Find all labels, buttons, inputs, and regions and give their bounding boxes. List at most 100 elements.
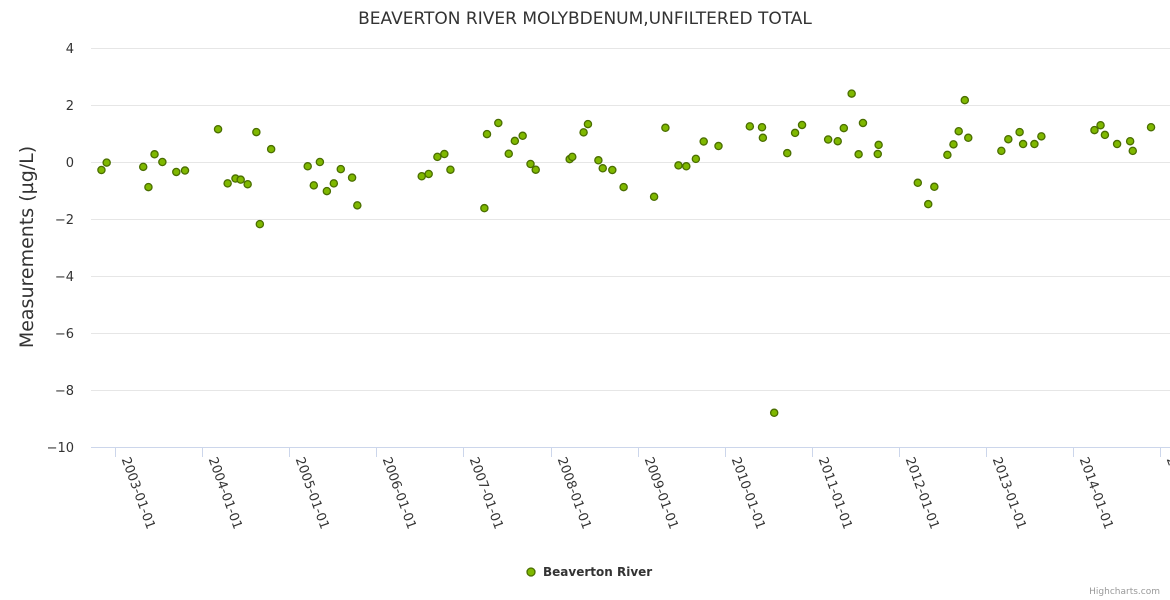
data-point[interactable]: [661, 123, 670, 133]
data-point[interactable]: [757, 122, 767, 132]
data-point[interactable]: [440, 149, 449, 159]
y-axis-ticks: 4 2 0 −2 −4 −6 −8 −10: [47, 42, 74, 456]
data-point[interactable]: [949, 140, 958, 149]
x-tick-label: 2006-01-01: [379, 455, 419, 531]
data-point[interactable]: [1125, 136, 1135, 146]
data-point[interactable]: [180, 166, 190, 175]
y-tick-label: 2: [66, 99, 74, 114]
data-point[interactable]: [583, 119, 593, 129]
data-point[interactable]: [138, 162, 148, 172]
data-point[interactable]: [833, 136, 842, 146]
data-point[interactable]: [417, 171, 426, 181]
x-tick-label: 2004-01-01: [205, 455, 245, 531]
data-point[interactable]: [482, 129, 492, 139]
data-point[interactable]: [1015, 127, 1024, 137]
x-tick-label: 2008-01-01: [554, 455, 594, 531]
data-point[interactable]: [923, 199, 933, 209]
data-point[interactable]: [255, 219, 265, 229]
data-point[interactable]: [913, 178, 923, 188]
data-point[interactable]: [1128, 146, 1138, 156]
data-point[interactable]: [1030, 139, 1039, 149]
data-point[interactable]: [943, 150, 952, 160]
data-point[interactable]: [150, 150, 159, 159]
data-point[interactable]: [782, 148, 792, 158]
data-point[interactable]: [510, 136, 520, 146]
data-point[interactable]: [790, 128, 800, 138]
data-point[interactable]: [303, 162, 312, 171]
data-point[interactable]: [526, 159, 535, 169]
data-point[interactable]: [619, 182, 628, 192]
data-point[interactable]: [347, 173, 357, 182]
data-point[interactable]: [97, 165, 106, 175]
y-tick-label: −6: [55, 327, 74, 342]
data-point[interactable]: [930, 182, 939, 192]
data-point[interactable]: [579, 128, 588, 137]
data-point[interactable]: [594, 156, 603, 165]
data-point[interactable]: [446, 165, 455, 174]
data-point[interactable]: [598, 164, 607, 173]
data-point[interactable]: [433, 152, 442, 162]
data-point[interactable]: [714, 141, 723, 151]
data-point[interactable]: [797, 120, 807, 130]
y-tick-label: 4: [66, 42, 74, 57]
legend[interactable]: Beaverton River: [526, 565, 652, 579]
data-point[interactable]: [494, 118, 503, 128]
chart-title: BEAVERTON RIVER MOLYBDENUM,UNFILTERED TO…: [358, 9, 812, 29]
data-point[interactable]: [608, 165, 617, 175]
data-point[interactable]: [745, 122, 755, 131]
data-point[interactable]: [252, 127, 261, 137]
data-point[interactable]: [336, 164, 346, 174]
data-point[interactable]: [699, 137, 708, 146]
legend-label[interactable]: Beaverton River: [543, 565, 652, 579]
data-point[interactable]: [1146, 122, 1156, 132]
data-point[interactable]: [847, 89, 856, 98]
data-point[interactable]: [102, 158, 111, 167]
data-point[interactable]: [1004, 134, 1013, 144]
data-point[interactable]: [480, 203, 489, 213]
data-point[interactable]: [1112, 139, 1122, 149]
data-point[interactable]: [172, 167, 181, 177]
data-point[interactable]: [874, 140, 883, 150]
data-point[interactable]: [309, 181, 319, 190]
data-point[interactable]: [1037, 132, 1046, 141]
data-point[interactable]: [158, 157, 167, 167]
data-point[interactable]: [236, 175, 245, 184]
data-point[interactable]: [682, 162, 691, 171]
data-point[interactable]: [954, 126, 963, 136]
data-point[interactable]: [854, 150, 863, 159]
data-point[interactable]: [1018, 139, 1028, 149]
x-tick-label: 2003-01-01: [118, 455, 158, 531]
data-point[interactable]: [649, 192, 659, 202]
data-point[interactable]: [858, 118, 868, 128]
data-point[interactable]: [691, 154, 701, 164]
data-point[interactable]: [758, 133, 768, 143]
data-point[interactable]: [873, 149, 883, 159]
data-point[interactable]: [518, 131, 527, 141]
data-point[interactable]: [315, 157, 325, 167]
data-point[interactable]: [504, 149, 513, 158]
credits-link[interactable]: Highcharts.com: [1089, 587, 1160, 597]
legend-marker-icon[interactable]: [526, 567, 536, 577]
data-point[interactable]: [531, 165, 540, 174]
data-point[interactable]: [964, 133, 973, 143]
data-point[interactable]: [1090, 125, 1099, 135]
data-point[interactable]: [997, 146, 1006, 156]
data-point[interactable]: [144, 182, 153, 192]
data-point[interactable]: [960, 95, 970, 105]
data-point[interactable]: [329, 179, 339, 188]
data-point[interactable]: [568, 152, 577, 162]
data-point[interactable]: [769, 408, 779, 418]
data-point[interactable]: [839, 123, 849, 133]
data-point[interactable]: [1096, 120, 1105, 130]
data-point[interactable]: [424, 169, 433, 179]
data-point[interactable]: [353, 201, 362, 210]
data-point[interactable]: [322, 186, 332, 196]
data-point[interactable]: [674, 161, 683, 170]
data-point[interactable]: [823, 135, 833, 144]
data-point[interactable]: [243, 179, 252, 189]
data-point[interactable]: [223, 179, 232, 188]
data-point[interactable]: [266, 144, 276, 154]
data-point[interactable]: [1100, 130, 1110, 140]
data-point[interactable]: [213, 124, 223, 134]
